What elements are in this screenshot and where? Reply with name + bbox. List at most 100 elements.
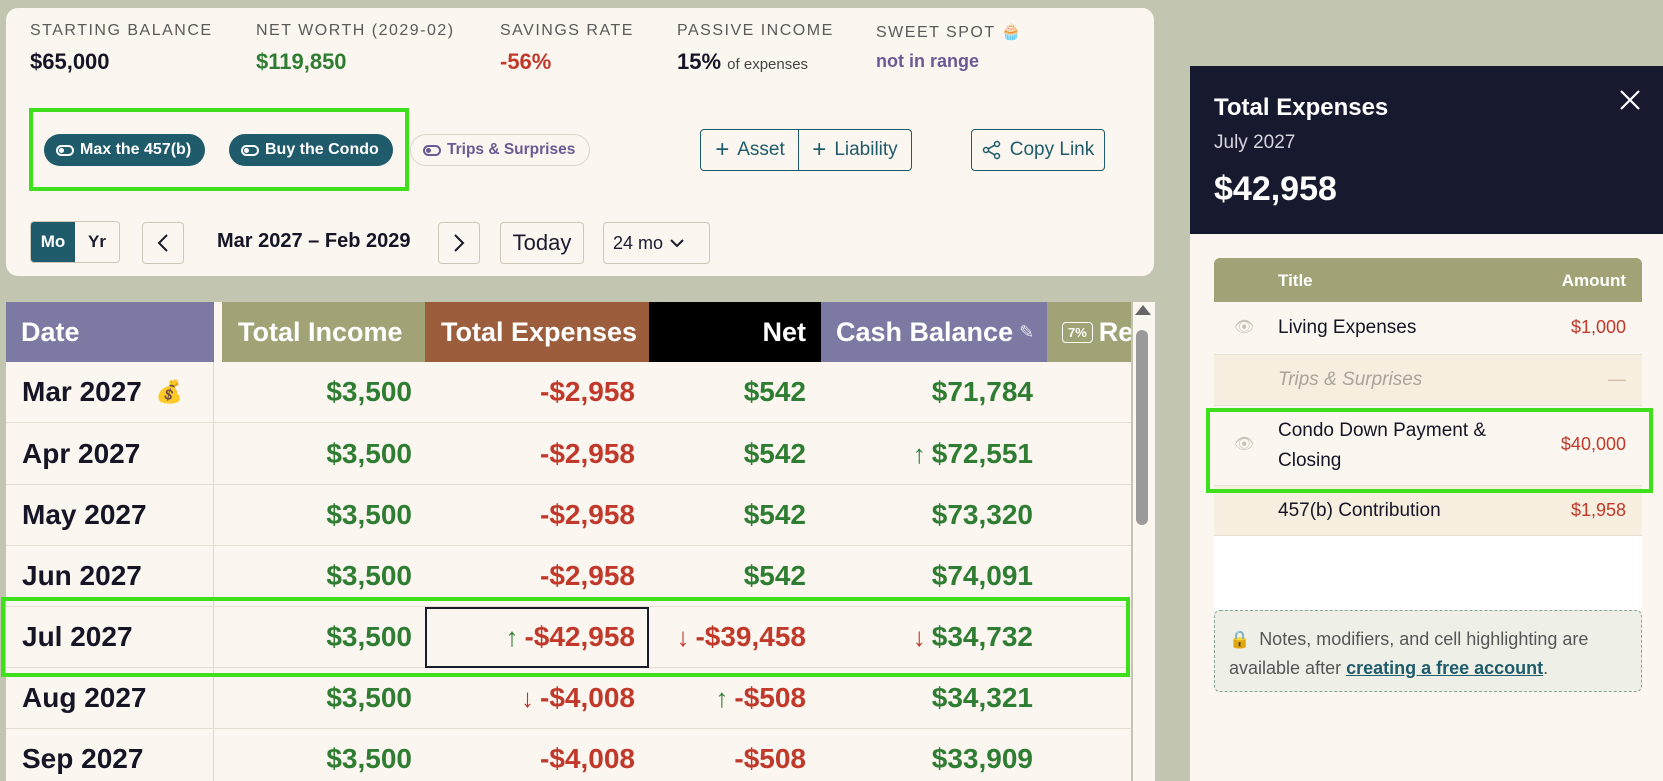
cell-net-value: -$39,458 [695,621,806,652]
returns-label: Re [1098,316,1131,347]
breakdown-row[interactable]: 👁 Living Expenses $1,000 [1214,302,1642,355]
row-date: Sep 2027 [22,743,144,774]
month-view-button[interactable]: Mo [31,222,75,262]
close-icon[interactable] [1618,88,1642,112]
cell-expenses[interactable]: -$2,958 [540,438,635,469]
cell-net[interactable]: ↑ -$508 [649,668,806,728]
table-row[interactable]: Sep 2027 $3,500 -$4,008 -$508 $33,909 [6,729,1131,781]
scenario-toggle-max-457b[interactable]: Max the 457(b) [44,134,206,166]
cell-expenses[interactable]: -$2,958 [540,376,635,407]
stat-savings-rate: SAVINGS RATE -56% [500,22,634,75]
stat-starting-balance: STARTING BALANCE $65,000 [30,22,213,75]
cell-income[interactable]: $3,500 [326,682,412,713]
cell-cash[interactable]: $33,909 [931,743,1033,774]
row-date: May 2027 [22,499,147,530]
add-liability-button[interactable]: + Liability [798,129,912,171]
breakdown-row[interactable]: Trips & Surprises — [1214,355,1642,406]
cell-income[interactable]: $3,500 [326,743,412,774]
breakdown-row-amount: $1,000 [1570,317,1626,337]
table-row[interactable]: Apr 2027 $3,500 -$2,958 $542 ↑ $72,551 [6,424,1131,485]
cell-expenses[interactable]: ↑ -$42,958 [425,607,635,667]
breakdown-row-title: Living Expenses [1278,317,1417,338]
table-header: Date Total Income Total Expenses Net Cas… [6,302,1131,362]
cell-net[interactable]: $542 [743,499,806,530]
cell-expenses[interactable]: ↓ -$4,008 [425,668,635,728]
header-net[interactable]: Net [649,302,821,362]
header-date[interactable]: Date [6,302,214,362]
scroll-up-icon[interactable] [1135,305,1151,315]
share-icon [982,140,1000,160]
copy-link-button[interactable]: Copy Link [971,129,1105,171]
today-button[interactable]: Today [500,222,584,264]
scenario-toggle-buy-condo[interactable]: Buy the Condo [229,134,393,166]
header-returns[interactable]: 7% Re [1047,302,1131,362]
cell-expenses-value: -$4,008 [540,682,635,713]
row-date: Apr 2027 [22,438,141,469]
cell-cash[interactable]: $74,091 [931,560,1033,591]
summary-panel: STARTING BALANCE $65,000 NET WORTH (2029… [6,8,1154,276]
chevron-down-icon [670,239,684,248]
previous-period-button[interactable] [142,222,184,264]
toggle-icon [56,144,74,156]
cell-expenses[interactable]: -$2,958 [540,499,635,530]
table-row[interactable]: May 2027 $3,500 -$2,958 $542 $73,320 [6,485,1131,546]
cell-cash[interactable]: $34,321 [931,682,1033,713]
cell-cash[interactable]: $73,320 [931,499,1033,530]
detail-amount: $42,958 [1214,170,1337,208]
cell-expenses[interactable]: -$4,008 [540,743,635,774]
scrollbar-thumb[interactable] [1136,330,1148,525]
table-row-selected[interactable]: Jul 2027 $3,500 ↑ -$42,958 ↓ -$39,458 ↓ … [6,607,1131,668]
cell-income[interactable]: $3,500 [326,621,412,652]
cell-income[interactable]: $3,500 [326,499,412,530]
chevron-left-icon [157,234,168,252]
cell-cash[interactable]: $71,784 [931,376,1033,407]
breakdown-row-title: 457(b) Contribution [1278,500,1441,521]
row-date: Jul 2027 [22,621,133,652]
cell-expenses[interactable]: -$2,958 [540,560,635,591]
year-view-button[interactable]: Yr [75,222,119,262]
next-period-button[interactable] [438,222,480,264]
pencil-icon[interactable]: ✎ [1019,321,1035,342]
breakdown-row-amount: $1,958 [1570,500,1626,520]
row-date: Jun 2027 [22,560,142,591]
cell-net[interactable]: $542 [743,376,806,407]
breakdown-row[interactable]: 457(b) Contribution $1,958 [1214,486,1642,536]
cell-net[interactable]: -$508 [734,743,806,774]
eye-icon[interactable]: 👁 [1234,436,1255,453]
cell-net[interactable]: $542 [743,438,806,469]
add-asset-button[interactable]: + Asset [700,129,800,171]
cell-net[interactable]: $542 [743,560,806,591]
cell-cash[interactable]: ↓ $34,732 [821,607,1033,667]
add-liability-label: Liability [834,139,898,160]
passive-income-suffix: of expenses [727,56,809,73]
chevron-right-icon [454,234,465,252]
table-row[interactable]: Aug 2027 $3,500 ↓ -$4,008 ↑ -$508 $34,32… [6,668,1131,729]
create-account-link[interactable]: creating a free account [1346,658,1544,678]
cell-income[interactable]: $3,500 [326,376,412,407]
expense-breakdown-table: Title Amount 👁 Living Expenses $1,000 Tr… [1214,258,1642,650]
header-cash-balance[interactable]: Cash Balance ✎ [821,302,1047,362]
window-select[interactable]: 24 mo [603,222,710,264]
sweet-spot-label: SWEET SPOT [876,24,996,41]
date-range-label: Mar 2027 – Feb 2029 [217,230,411,252]
rate-badge[interactable]: 7% [1062,321,1093,343]
stat-value: -56% [500,49,552,74]
header-total-income[interactable]: Total Income [222,302,425,362]
scenario-toggle-trips[interactable]: Trips & Surprises [410,134,591,166]
cell-income[interactable]: $3,500 [326,560,412,591]
cell-cash[interactable]: ↑ $72,551 [821,424,1033,484]
table-row[interactable]: Mar 2027 💰 $3,500 -$2,958 $542 $71,784 [6,362,1131,423]
cell-income[interactable]: $3,500 [326,438,412,469]
breakdown-row-amount: $40,000 [1560,434,1626,454]
arrow-up-icon: ↑ [715,682,729,713]
header-total-expenses[interactable]: Total Expenses [425,302,649,362]
cell-net[interactable]: ↓ -$39,458 [649,607,806,667]
cashflow-table: Date Total Income Total Expenses Net Cas… [6,302,1131,781]
eye-icon[interactable]: 👁 [1234,319,1255,336]
copy-link-label: Copy Link [1009,139,1095,160]
scenario-label: Trips & Surprises [447,141,576,158]
breakdown-row[interactable]: 👁 Condo Down Payment & Closing $40,000 [1214,406,1642,486]
table-row[interactable]: Jun 2027 $3,500 -$2,958 $542 $74,091 [6,546,1131,607]
passive-income-value: 15% [677,49,722,74]
stat-value: not in range [876,51,979,71]
